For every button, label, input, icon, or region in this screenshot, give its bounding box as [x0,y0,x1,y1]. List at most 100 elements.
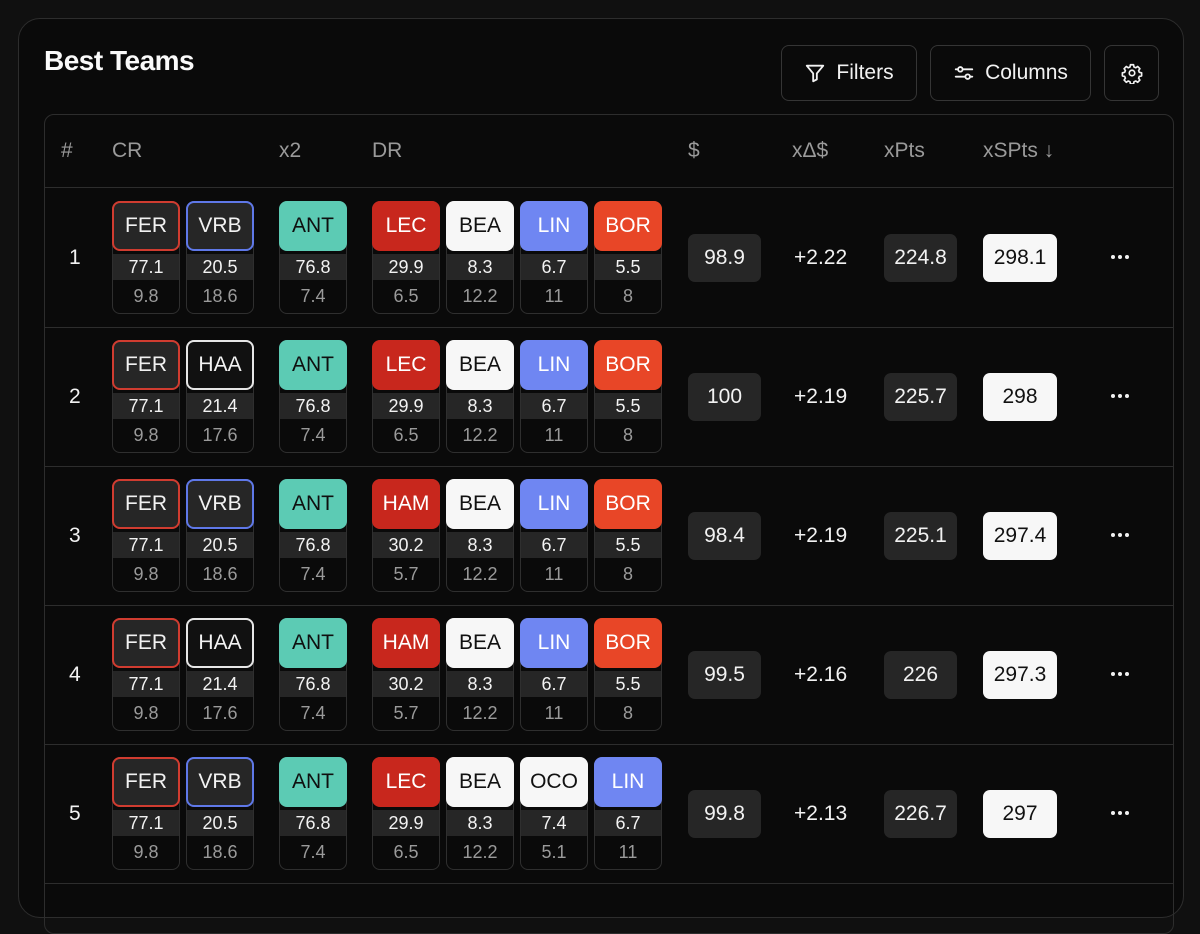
more-options-icon[interactable] [1105,795,1135,831]
best-teams-card: Best Teams Filters Columns # CR x2 DR $ … [18,18,1184,934]
chip-value-secondary: 6.5 [393,841,419,862]
more-options-icon[interactable] [1105,239,1135,275]
more-options-icon[interactable] [1105,656,1135,692]
xspts-badge: 298.1 [983,234,1057,282]
chip-code: LEC [372,340,440,390]
sliders-icon [954,66,974,80]
driver-chip-dr[interactable]: LIN 6.7 11 [520,479,588,592]
driver-chip-x2[interactable]: ANT 76.8 7.4 [279,618,347,731]
driver-chip-cr[interactable]: FER 77.1 9.8 [112,201,180,314]
driver-chip-cr[interactable]: HAA 21.4 17.6 [186,340,254,453]
driver-chip-cr[interactable]: FER 77.1 9.8 [112,340,180,453]
chip-code: BEA [446,201,514,251]
chip-code: HAM [372,618,440,668]
chip-value-secondary: 11 [544,563,564,584]
chip-value-primary: 29.9 [373,393,439,419]
chip-code: BEA [446,479,514,529]
driver-chip-cr[interactable]: FER 77.1 9.8 [112,479,180,592]
chip-value-secondary: 8 [622,424,633,445]
driver-chip-cr[interactable]: VRB 20.5 18.6 [186,757,254,870]
driver-chip-x2[interactable]: ANT 76.8 7.4 [279,340,347,453]
header-dr[interactable]: DR [372,139,403,162]
header-xspts-sorted[interactable]: xSPts ↓ [983,139,1055,162]
chip-value-primary: 77.1 [113,810,179,836]
driver-chip-dr[interactable]: LIN 6.7 11 [520,201,588,314]
xspts-badge: 297 [983,790,1057,838]
driver-chip-dr[interactable]: BEA 8.3 12.2 [446,201,514,314]
chip-value-secondary: 11 [544,424,564,445]
chip-value-secondary: 12.2 [462,702,498,723]
header-xdelta[interactable]: xΔ$ [792,139,829,162]
chip-code: HAM [372,479,440,529]
table-row[interactable]: 4 FER 77.1 9.8 HAA 21.4 17.6 ANT 76.8 7.4 HAM 30.2 5… [45,606,1173,745]
xpts-badge: 226.7 [884,790,957,838]
driver-chip-dr[interactable]: HAM 30.2 5.7 [372,479,440,592]
driver-chip-dr[interactable]: BEA 8.3 12.2 [446,757,514,870]
driver-chip-cr[interactable]: VRB 20.5 18.6 [186,201,254,314]
table-row[interactable]: 5 FER 77.1 9.8 VRB 20.5 18.6 ANT 76.8 7.4 LEC 29.9 6… [45,745,1173,884]
driver-chip-x2[interactable]: ANT 76.8 7.4 [279,201,347,314]
driver-chip-dr[interactable]: LIN 6.7 11 [520,340,588,453]
driver-chip-dr[interactable]: HAM 30.2 5.7 [372,618,440,731]
more-options-icon[interactable] [1105,517,1135,553]
chip-value-secondary: 5.1 [541,841,567,862]
chip-value-secondary: 11 [618,841,638,862]
table-row[interactable]: 3 FER 77.1 9.8 VRB 20.5 18.6 ANT 76.8 7.4 HAM 30.2 5… [45,467,1173,606]
filter-icon [806,64,825,83]
chip-code: ANT [279,757,347,807]
chip-value-primary: 8.3 [447,254,513,280]
driver-chip-dr[interactable]: LEC 29.9 6.5 [372,757,440,870]
driver-chip-cr[interactable]: FER 77.1 9.8 [112,618,180,731]
chip-value-secondary: 7.4 [300,702,326,723]
chip-value-primary: 77.1 [113,671,179,697]
header-rank[interactable]: # [61,139,73,162]
driver-chip-x2[interactable]: ANT 76.8 7.4 [279,479,347,592]
more-options-icon[interactable] [1105,378,1135,414]
table-row[interactable]: 2 FER 77.1 9.8 HAA 21.4 17.6 ANT 76.8 7.4 LEC 29.9 6… [45,328,1173,467]
chip-code: BEA [446,618,514,668]
chip-value-secondary: 12.2 [462,424,498,445]
chip-value-primary: 6.7 [521,671,587,697]
driver-chip-dr[interactable]: BOR 5.5 8 [594,340,662,453]
driver-chip-dr[interactable]: BEA 8.3 12.2 [446,340,514,453]
filters-button[interactable]: Filters [781,45,917,101]
driver-chip-x2[interactable]: ANT 76.8 7.4 [279,757,347,870]
chip-code: BEA [446,340,514,390]
chip-code: FER [112,479,180,529]
header-xpts[interactable]: xPts [884,139,925,162]
chip-value-secondary: 7.4 [300,841,326,862]
chip-code: LEC [372,757,440,807]
xspts-badge: 298 [983,373,1057,421]
driver-chip-dr[interactable]: LEC 29.9 6.5 [372,340,440,453]
table-row[interactable]: 1 FER 77.1 9.8 VRB 20.5 18.6 ANT 76.8 7.4 LEC 29.9 6… [45,189,1173,328]
chip-code: VRB [186,201,254,251]
columns-label: Columns [985,61,1068,84]
settings-button[interactable] [1104,45,1159,101]
chip-value-primary: 29.9 [373,810,439,836]
driver-chip-dr[interactable]: BOR 5.5 8 [594,479,662,592]
driver-chip-dr[interactable]: LIN 6.7 11 [520,618,588,731]
chip-value-primary: 8.3 [447,393,513,419]
chip-value-secondary: 9.8 [133,563,159,584]
columns-button[interactable]: Columns [930,45,1091,101]
chip-value-secondary: 12.2 [462,285,498,306]
driver-chip-cr[interactable]: VRB 20.5 18.6 [186,479,254,592]
chip-value-secondary: 11 [544,702,564,723]
chip-code: FER [112,757,180,807]
driver-chip-dr[interactable]: OCO 7.4 5.1 [520,757,588,870]
header-cr[interactable]: CR [112,139,143,162]
driver-chip-dr[interactable]: BEA 8.3 12.2 [446,618,514,731]
xpts-badge: 225.1 [884,512,957,560]
driver-chip-cr[interactable]: FER 77.1 9.8 [112,757,180,870]
driver-chip-dr[interactable]: BOR 5.5 8 [594,201,662,314]
header-x2[interactable]: x2 [279,139,302,162]
xdelta-value: +2.19 [794,385,848,408]
chip-value-primary: 76.8 [280,393,346,419]
header-price[interactable]: $ [688,139,700,162]
driver-chip-cr[interactable]: HAA 21.4 17.6 [186,618,254,731]
driver-chip-dr[interactable]: LEC 29.9 6.5 [372,201,440,314]
driver-chip-dr[interactable]: BOR 5.5 8 [594,618,662,731]
chip-code: LIN [594,757,662,807]
driver-chip-dr[interactable]: BEA 8.3 12.2 [446,479,514,592]
driver-chip-dr[interactable]: LIN 6.7 11 [594,757,662,870]
